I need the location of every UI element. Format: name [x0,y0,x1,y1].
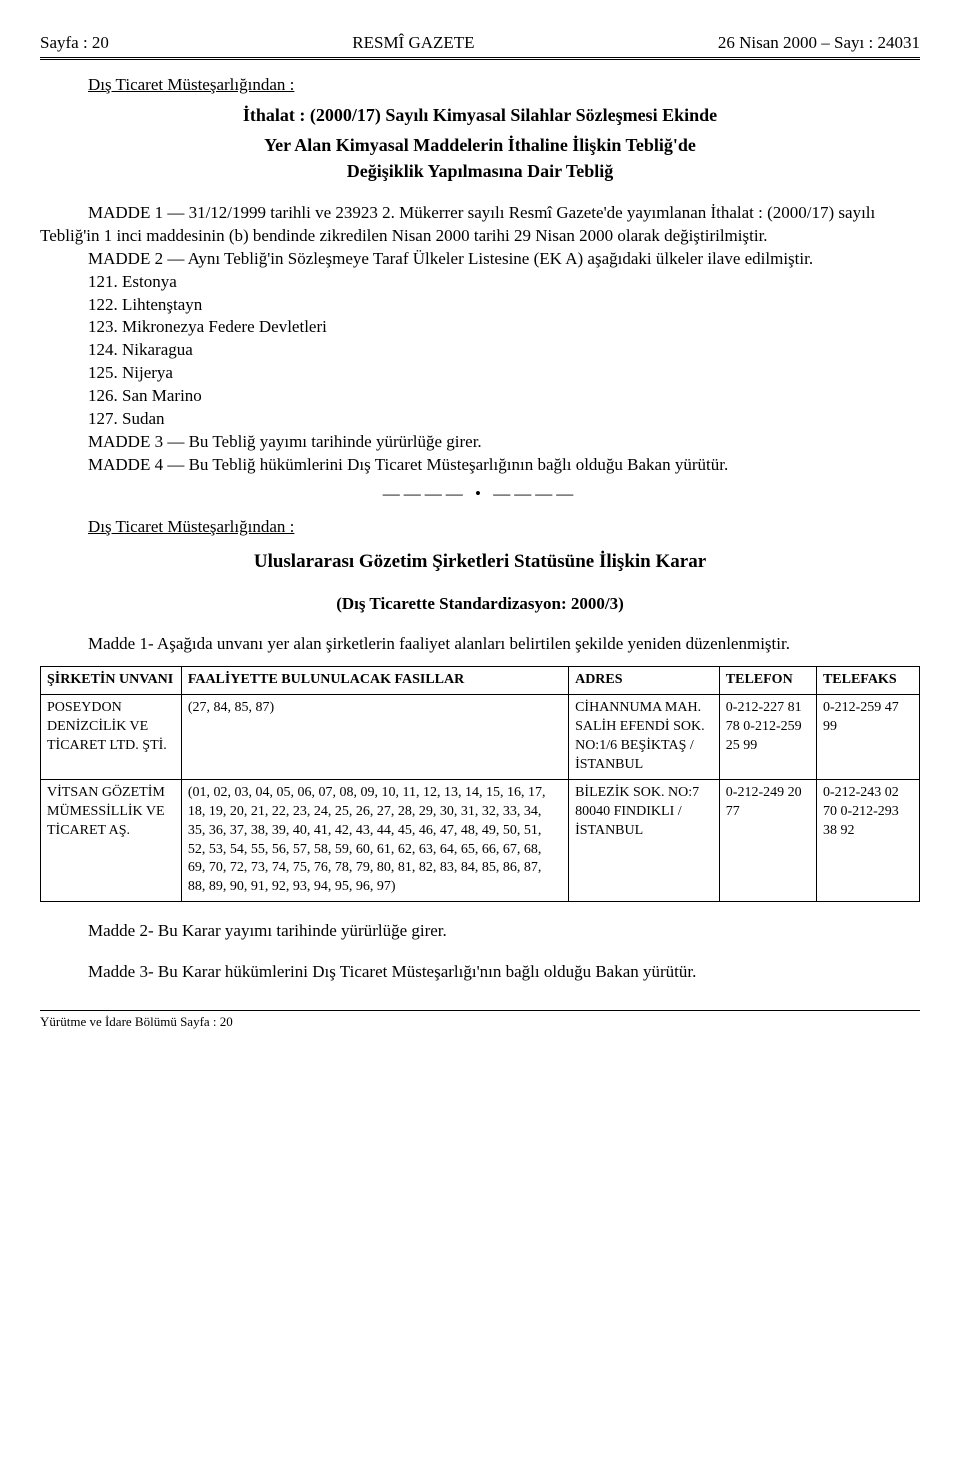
teblig1-title-line3: Değişiklik Yapılmasına Dair Tebliğ [40,159,920,183]
col-adres: ADRES [569,667,720,695]
cell-telefon: 0-212-227 81 78 0-212-259 25 99 [719,695,816,780]
header-right: 26 Nisan 2000 – Sayı : 24031 [718,32,920,55]
country-list: 121. Estonya 122. Lihtenştayn 123. Mikro… [40,271,920,432]
country-item: 125. Nijerya [40,362,920,385]
col-fasillar: FAALİYETTE BULUNULACAK FASILLAR [181,667,568,695]
cell-fasillar: (01, 02, 03, 04, 05, 06, 07, 08, 09, 10,… [181,779,568,901]
col-telefon: TELEFON [719,667,816,695]
table-header-row: ŞİRKETİN UNVANI FAALİYETTE BULUNULACAK F… [41,667,920,695]
teblig2-madde2: Madde 2- Bu Karar yayımı tarihinde yürür… [40,920,920,943]
teblig1-madde1: MADDE 1 — 31/12/1999 tarihli ve 23923 2.… [40,202,920,248]
teblig1-title-line1: İthalat : (2000/17) Sayılı Kimyasal Sila… [40,103,920,127]
cell-adres: BİLEZİK SOK. NO:7 80040 FINDIKLI / İSTAN… [569,779,720,901]
cell-adres: CİHANNUMA MAH. SALİH EFENDİ SOK. NO:1/6 … [569,695,720,780]
separator: ———— • ———— [40,483,920,506]
teblig1-title-line2: Yer Alan Kimyasal Maddelerin İthaline İl… [40,133,920,157]
country-item: 123. Mikronezya Federe Devletleri [40,316,920,339]
table-row: POSEYDON DENİZCİLİK VE TİCARET LTD. ŞTİ.… [41,695,920,780]
header-center: RESMÎ GAZETE [352,32,474,55]
table-row: VİTSAN GÖZETİM MÜMESSİLLİK VE TİCARET AŞ… [41,779,920,901]
cell-fasillar: (27, 84, 85, 87) [181,695,568,780]
teblig1-madde3: MADDE 3 — Bu Tebliğ yayımı tarihinde yür… [40,431,920,454]
header-left: Sayfa : 20 [40,32,109,55]
country-item: 122. Lihtenştayn [40,294,920,317]
teblig2-madde1: Madde 1- Aşağıda unvanı yer alan şirketl… [40,633,920,656]
cell-telefon: 0-212-249 20 77 [719,779,816,901]
country-item: 126. San Marino [40,385,920,408]
cell-telefaks: 0-212-243 02 70 0-212-293 38 92 [816,779,919,901]
page-footer: Yürütme ve İdare Bölümü Sayfa : 20 [40,1010,920,1031]
country-item: 127. Sudan [40,408,920,431]
companies-table: ŞİRKETİN UNVANI FAALİYETTE BULUNULACAK F… [40,666,920,902]
teblig1-source: Dış Ticaret Müsteşarlığından : [40,74,920,97]
teblig2-subtitle: (Dış Ticarette Standardizasyon: 2000/3) [40,593,920,616]
country-item: 124. Nikaragua [40,339,920,362]
teblig1-madde4: MADDE 4 — Bu Tebliğ hükümlerini Dış Tica… [40,454,920,477]
teblig2-madde3: Madde 3- Bu Karar hükümlerini Dış Ticare… [40,961,920,984]
page-header: Sayfa : 20 RESMÎ GAZETE 26 Nisan 2000 – … [40,32,920,60]
col-unvan: ŞİRKETİN UNVANI [41,667,182,695]
cell-unvan: VİTSAN GÖZETİM MÜMESSİLLİK VE TİCARET AŞ… [41,779,182,901]
country-item: 121. Estonya [40,271,920,294]
cell-unvan: POSEYDON DENİZCİLİK VE TİCARET LTD. ŞTİ. [41,695,182,780]
teblig2-source: Dış Ticaret Müsteşarlığından : [40,516,920,539]
teblig1-madde2: MADDE 2 — Aynı Tebliğ'in Sözleşmeye Tara… [40,248,920,271]
teblig2-karar-title: Uluslararası Gözetim Şirketleri Statüsün… [40,549,920,575]
col-telefaks: TELEFAKS [816,667,919,695]
cell-telefaks: 0-212-259 47 99 [816,695,919,780]
